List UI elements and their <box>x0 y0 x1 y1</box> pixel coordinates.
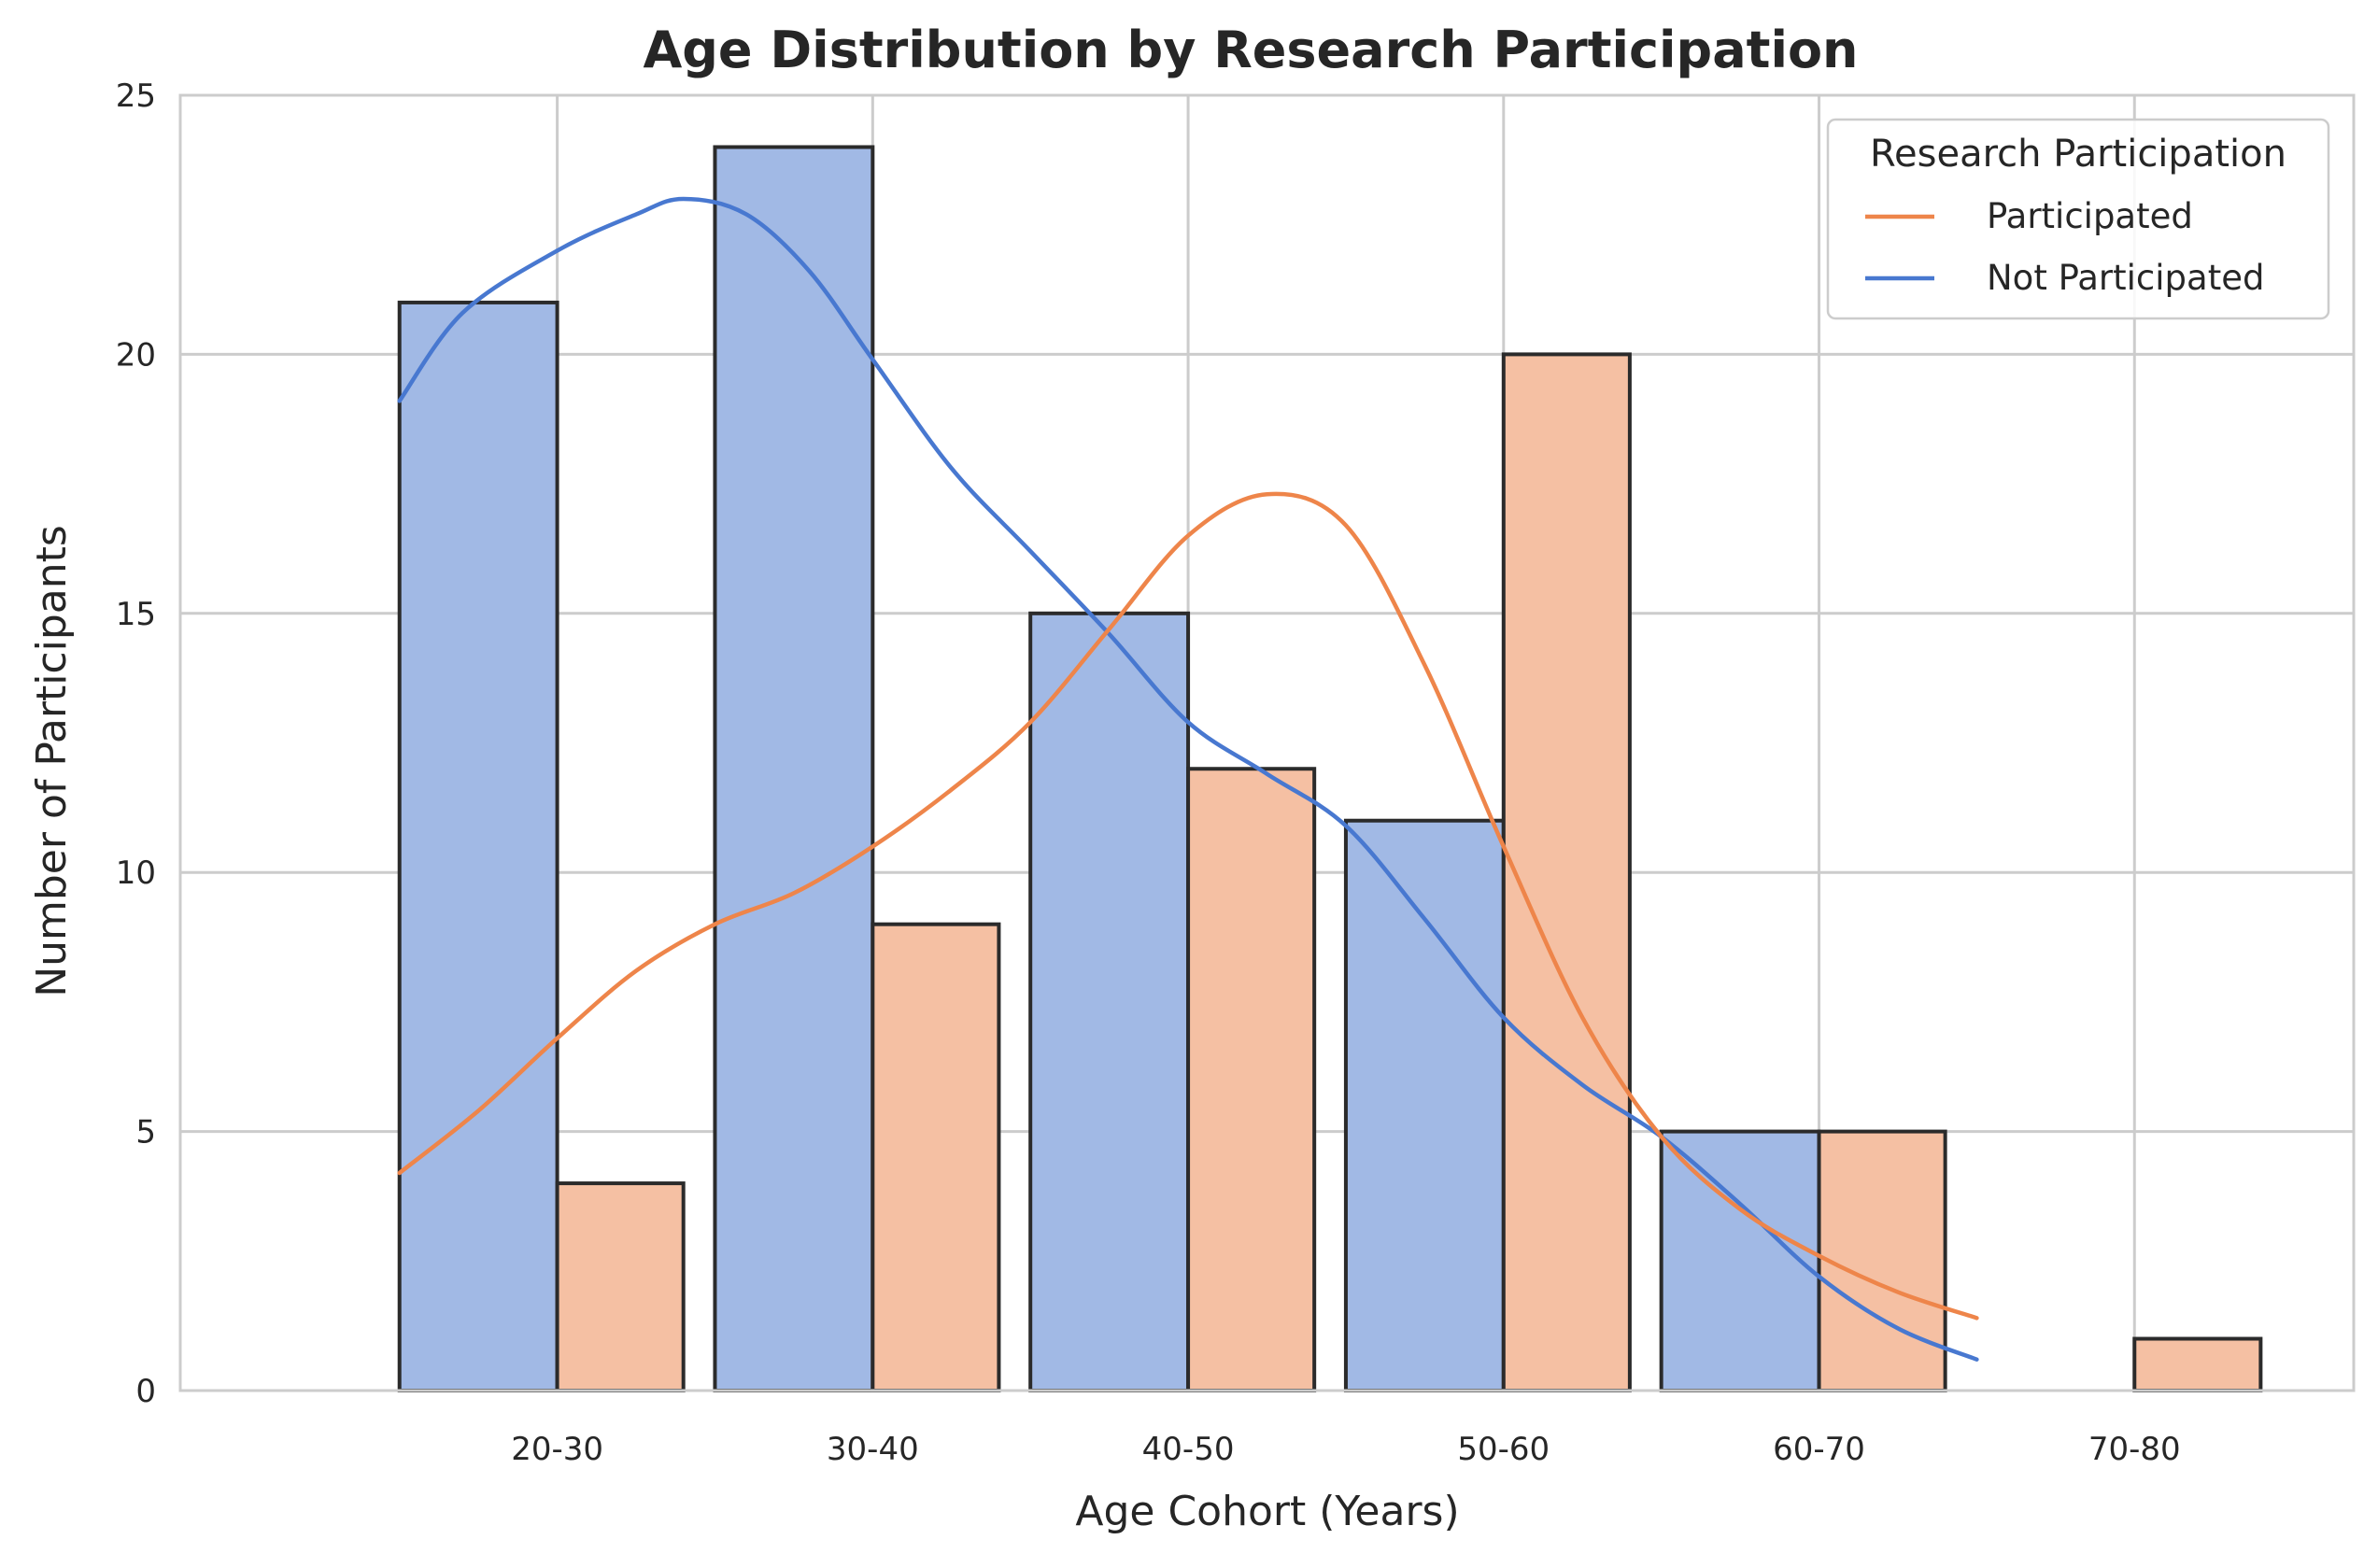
legend-title: Research Participation <box>1870 133 2286 176</box>
bar-not-participated-40-50 <box>1028 611 1191 1392</box>
x-axis-ticks: 20-30 30-40 40-50 50-60 60-70 70-80 <box>511 1431 2180 1468</box>
chart-title: Age Distribution by Research Participati… <box>643 21 1858 79</box>
y-tick-label: 25 <box>116 78 156 115</box>
y-tick-label: 5 <box>135 1114 156 1151</box>
x-tick-label: 70-80 <box>2088 1431 2181 1468</box>
y-tick-label: 10 <box>116 855 156 892</box>
bar-not-participated-50-60 <box>1343 818 1506 1392</box>
y-axis-label: Number of Participants <box>28 525 76 997</box>
kde-line-not-participated <box>397 196 1979 1362</box>
x-tick-label: 20-30 <box>511 1431 603 1468</box>
x-axis-label: Age Cohort (Years) <box>1075 1488 1459 1535</box>
legend-box <box>1826 118 2330 320</box>
y-tick-label: 0 <box>135 1373 156 1410</box>
bar-participated-40-50 <box>1186 767 1317 1392</box>
y-tick-label: 15 <box>116 596 156 633</box>
plot-frame <box>178 93 2356 1392</box>
bar-participated-30-40 <box>871 922 1001 1392</box>
bar-participated-20-30 <box>555 1181 686 1392</box>
x-tick-label: 30-40 <box>827 1431 919 1468</box>
bar-not-participated-60-70 <box>1659 1129 1821 1392</box>
bars <box>397 145 2263 1393</box>
bar-not-participated-20-30 <box>397 300 559 1392</box>
y-axis-ticks: 0 5 10 15 20 25 <box>116 78 156 1410</box>
kde-curves <box>397 196 1979 1362</box>
kde-line-participated <box>397 491 1979 1321</box>
x-tick-label: 50-60 <box>1457 1431 1550 1468</box>
x-tick-label: 60-70 <box>1773 1431 1865 1468</box>
y-tick-label: 20 <box>116 336 156 374</box>
legend-label-participated: Participated <box>1987 196 2193 236</box>
legend-label-not-participated: Not Participated <box>1987 258 2264 298</box>
bar-not-participated-30-40 <box>713 145 875 1393</box>
bar-participated-50-60 <box>1501 352 1632 1392</box>
legend: Research Participation Participated Not … <box>1826 118 2330 320</box>
bar-participated-60-70 <box>1817 1129 1947 1392</box>
x-tick-label: 40-50 <box>1142 1431 1235 1468</box>
bar-participated-70-80 <box>2132 1336 2263 1393</box>
